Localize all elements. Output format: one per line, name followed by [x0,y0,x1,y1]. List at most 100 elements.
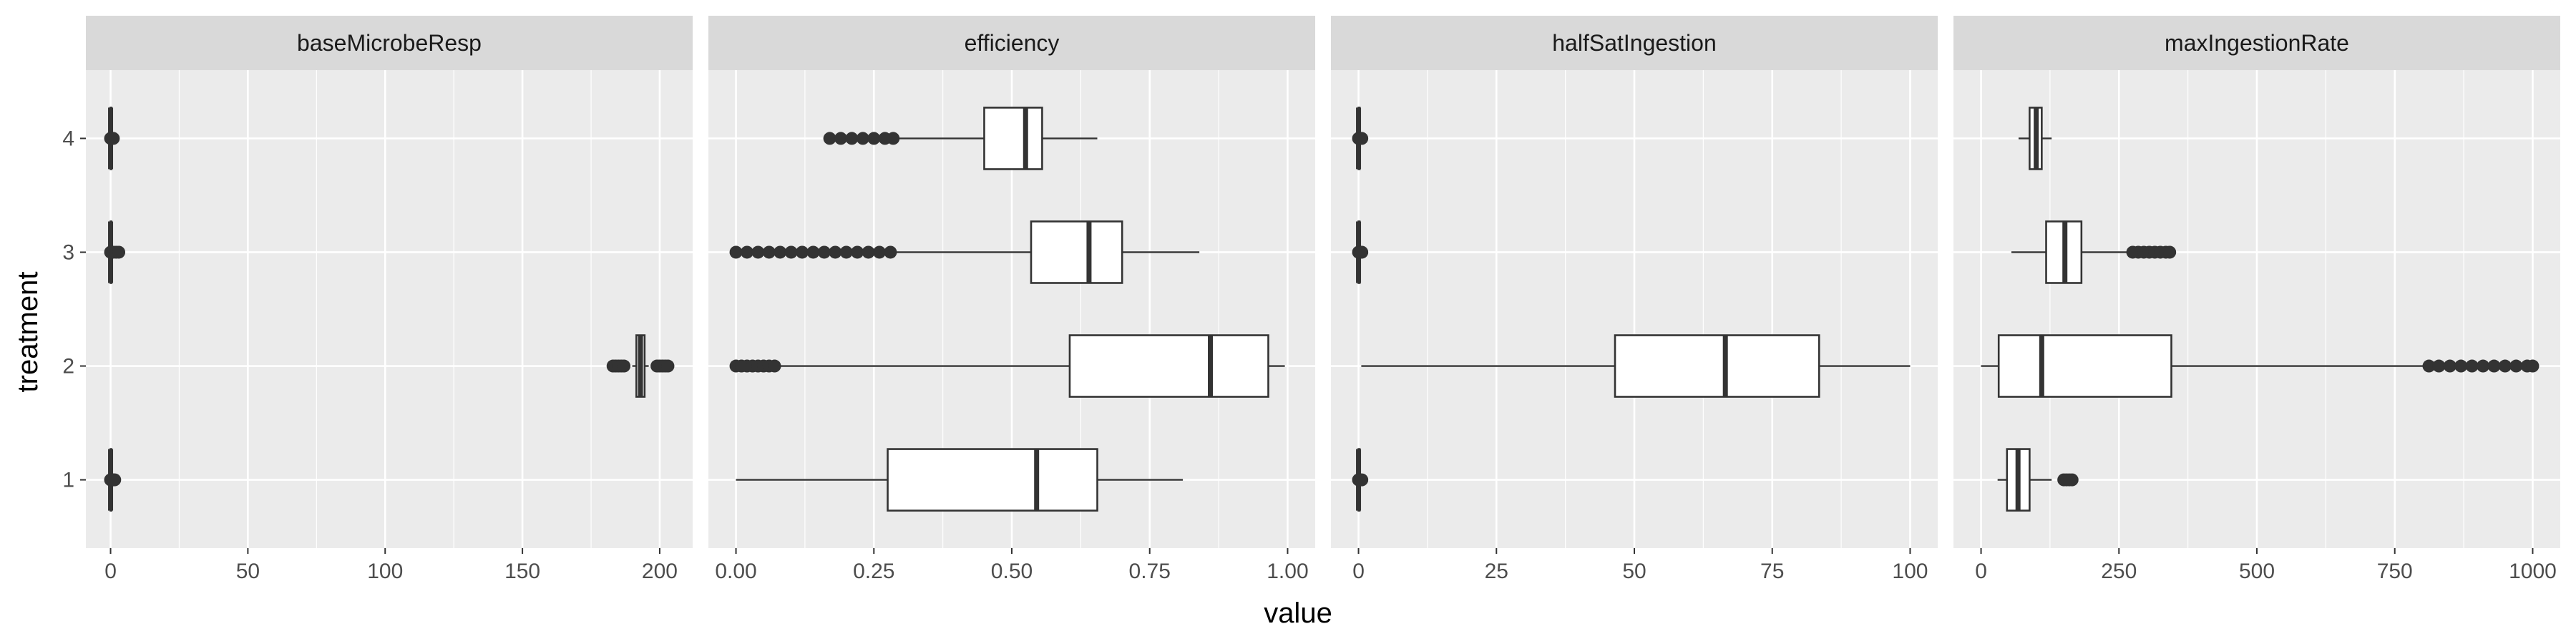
box-treatment-2 [1361,334,1911,398]
outlier-point [2065,473,2079,487]
box-treatment-3 [1352,220,1369,284]
outlier-point [829,245,842,259]
outlier-point [1355,473,1369,487]
outlier-point [845,132,859,145]
x-tick-label: 0.75 [1129,560,1171,583]
box-treatment-4 [2018,107,2052,170]
box-treatment-4 [1352,107,1369,170]
y-tick-label: 1 [62,469,74,492]
box-treatment-2 [1981,334,2540,398]
outlier-point [806,245,820,259]
facet-panel-efficiency: efficiency 0.00 0.25 0.50 0.75 1.00 [708,16,1315,583]
x-tick-label: 0.50 [991,560,1033,583]
outlier-point [2487,359,2501,373]
facet-strip-label: maxIngestionRate [2165,30,2349,56]
box-treatment-3 [2011,220,2177,284]
box-treatment-1 [104,448,122,512]
x-tick-label: 250 [2101,560,2137,583]
outlier-point [107,132,120,145]
facet-strip-label: baseMicrobeResp [297,30,482,56]
x-tick-label: 500 [2239,560,2275,583]
outlier-point [887,132,900,145]
y-axis: 1 2 3 4 [62,127,86,492]
outlier-point [2422,359,2436,373]
box-iqr [983,107,1043,170]
outlier-point [2465,359,2479,373]
facet-panel-maxIngestionRate: maxIngestionRate 0 250 500 750 1000 [1953,16,2560,583]
box-treatment-3 [729,220,1200,284]
y-tick-label: 3 [62,240,74,264]
x-tick-label: 0.00 [715,560,756,583]
x-tick-label: 0 [1352,560,1365,583]
outlier-point [108,473,122,487]
outlier-point [2454,359,2468,373]
x-tick-label: 150 [504,560,540,583]
outlier-point [851,245,864,259]
x-axis-title: value [1264,597,1332,629]
facet-strip [86,16,693,70]
box-iqr [1068,334,1269,398]
box-treatment-4 [104,107,120,170]
facet-panels: baseMicrobeResp 0 50 100 150 200 efficiency 0.0… [86,16,2560,583]
outlier-point [774,245,787,259]
y-axis-title: treatment [12,272,44,393]
x-tick-label: 1000 [2509,560,2557,583]
outlier-point [856,132,869,145]
outlier-point [839,245,853,259]
x-tick-label: 200 [642,560,678,583]
box-treatment-1 [736,448,1183,512]
outlier-point [112,245,126,259]
facet-strip [1953,16,2560,70]
x-tick-label: 0.25 [853,560,894,583]
box-treatment-1 [1352,448,1369,512]
box-iqr [1030,220,1123,284]
x-tick-label: 50 [236,560,260,583]
outlier-point [867,132,881,145]
outlier-point [872,245,886,259]
x-tick-label: 100 [367,560,403,583]
outlier-point [2498,359,2512,373]
outlier-point [823,132,836,145]
outlier-point [2526,359,2540,373]
x-tick-label: 25 [1485,560,1508,583]
box-iqr [887,448,1098,512]
y-tick-label: 4 [62,127,74,150]
x-tick-label: 750 [2377,560,2413,583]
outlier-point [2477,359,2490,373]
outlier-point [2163,245,2177,259]
x-tick-label: 1.00 [1267,560,1308,583]
outlier-point [862,245,875,259]
facet-strip-label: halfSatIngestion [1552,30,1717,56]
facet-panel-baseMicrobeResp: baseMicrobeResp 0 50 100 150 200 [86,16,693,583]
outlier-point [618,359,631,373]
box-iqr [1997,334,2172,398]
outlier-point [796,245,809,259]
facet-panel-halfSatIngestion: halfSatIngestion 0 25 50 75 100 [1331,16,1938,583]
box-treatment-2 [606,334,675,398]
outlier-point [1355,245,1369,259]
outlier-point [768,359,781,373]
outlier-point [729,245,743,259]
outlier-point [2443,359,2457,373]
outlier-point [817,245,831,259]
outlier-point [884,245,897,259]
outlier-point [762,245,776,259]
outlier-point [834,132,848,145]
box-treatment-1 [1997,448,2079,512]
box-treatment-2 [729,334,1285,398]
outlier-point [661,359,675,373]
facet-strip [708,16,1315,70]
box-treatment-4 [823,107,1098,170]
facet-strip [1331,16,1938,70]
x-tick-label: 100 [1892,560,1928,583]
outlier-point [740,245,753,259]
x-tick-label: 75 [1760,560,1784,583]
outlier-point [784,245,798,259]
x-tick-label: 0 [104,560,117,583]
y-tick-label: 2 [62,355,74,379]
box-treatment-3 [104,220,126,284]
x-tick-label: 50 [1622,560,1646,583]
x-tick-label: 0 [1975,560,1987,583]
outlier-point [1355,132,1369,145]
